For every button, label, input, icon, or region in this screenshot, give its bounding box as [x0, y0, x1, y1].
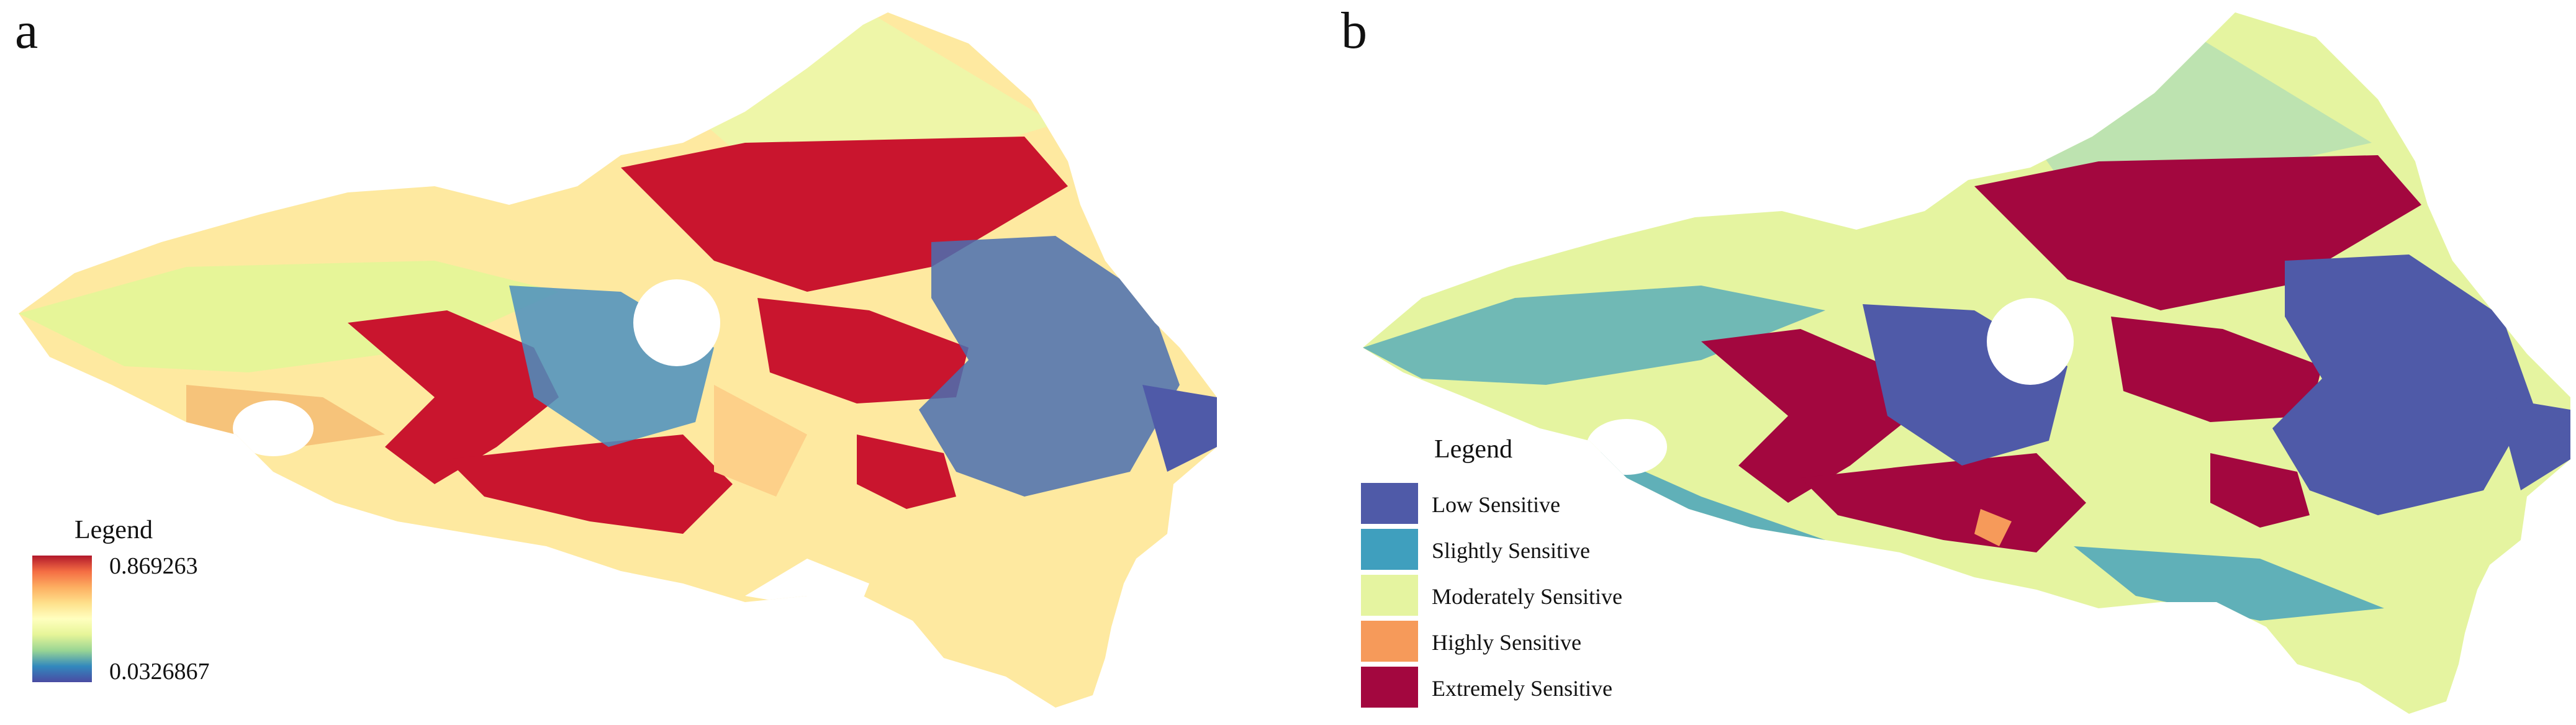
panel-label-b: b: [1341, 2, 1367, 60]
legend-max-value: 0.869263: [109, 553, 198, 579]
panel-label-a: a: [15, 2, 38, 60]
swatch-highly: [1361, 621, 1418, 662]
map-b: [1363, 12, 2570, 714]
legend-label-highly: Highly Sensitive: [1432, 630, 1581, 655]
panel-a: a Legend 0.869263: [15, 2, 1217, 708]
swatch-extremely: [1361, 667, 1418, 708]
legend-label-low: Low Sensitive: [1432, 492, 1560, 517]
legend-label-slightly: Slightly Sensitive: [1432, 538, 1591, 563]
legend-label-extremely: Extremely Sensitive: [1432, 676, 1612, 701]
legend-label-moderately: Moderately Sensitive: [1432, 584, 1622, 609]
swatch-low: [1361, 483, 1418, 524]
swatch-slightly: [1361, 529, 1418, 570]
map-a: [19, 12, 1217, 708]
legend-item-moderately: Moderately Sensitive: [1361, 575, 1684, 618]
legend-item-low: Low Sensitive: [1361, 483, 1684, 526]
panel-b: b Legend: [1329, 0, 2576, 725]
legend-item-highly: Highly Sensitive: [1361, 621, 1684, 664]
swatch-moderately: [1361, 575, 1418, 616]
legend-a-title: Legend: [75, 516, 153, 544]
legend-item-extremely: Extremely Sensitive: [1361, 667, 1684, 710]
map-a-fill: [19, 12, 1217, 708]
legend-b-title: Legend: [1434, 435, 1512, 464]
color-ramp: [32, 556, 92, 682]
legend-item-slightly: Slightly Sensitive: [1361, 529, 1684, 572]
legend-min-value: 0.0326867: [109, 659, 210, 685]
